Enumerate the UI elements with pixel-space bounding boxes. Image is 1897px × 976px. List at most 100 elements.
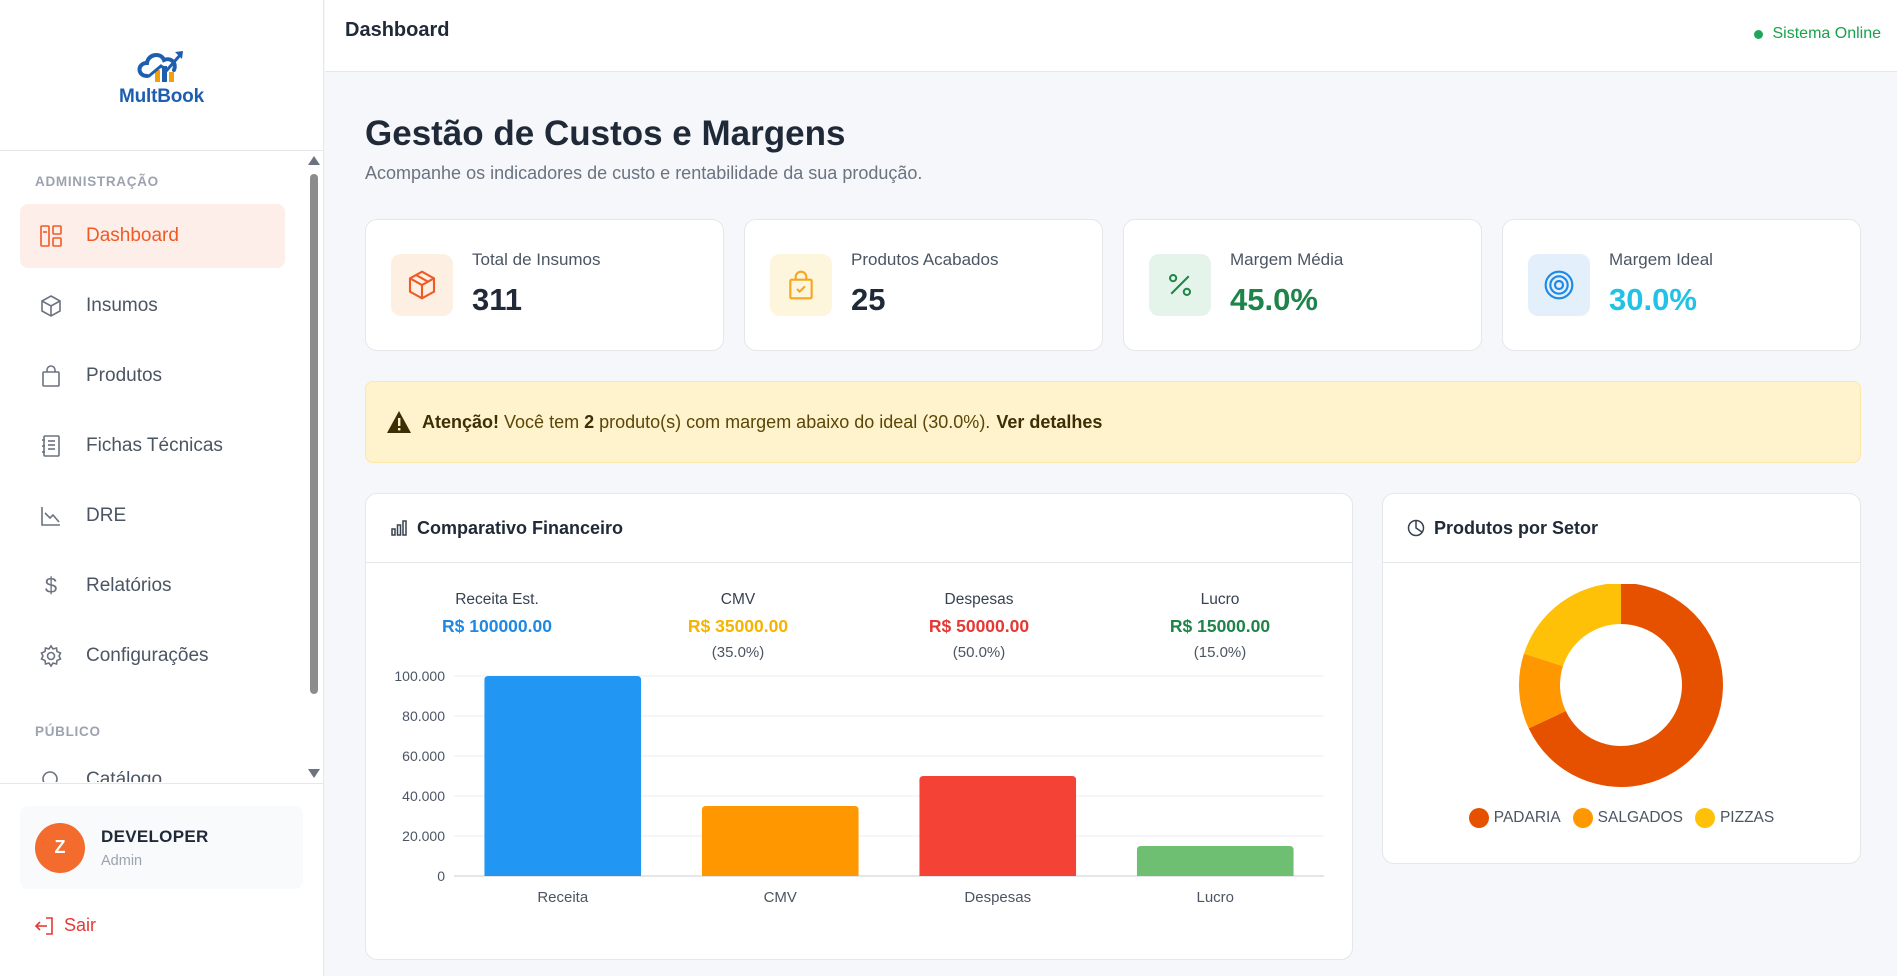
sidebar-item-catalogo[interactable]: Catálogo bbox=[20, 748, 285, 782]
summary-label: Lucro bbox=[1200, 591, 1240, 608]
logo-text: MultBook bbox=[119, 86, 204, 107]
dollar-icon: $ bbox=[44, 573, 58, 598]
bar-chart-icon bbox=[391, 520, 407, 536]
chart-line-icon bbox=[38, 503, 64, 529]
summary-label: Despesas bbox=[944, 591, 1014, 608]
margin-alert: Atenção! Você tem 2 produto(s) com marge… bbox=[365, 381, 1861, 463]
sector-panel-title: Produtos por Setor bbox=[1434, 517, 1599, 538]
pie-chart-icon bbox=[1407, 519, 1425, 537]
stat-label: Margem Média bbox=[1230, 250, 1344, 269]
summary-pct: (15.0%) bbox=[1193, 644, 1247, 661]
sidebar-item-label: Produtos bbox=[86, 365, 163, 386]
slice-pizzas[interactable] bbox=[1523, 584, 1621, 667]
x-tick-label: Receita bbox=[537, 889, 589, 906]
legend-item-pizzas[interactable]: PIZZAS bbox=[1694, 808, 1775, 828]
legend-swatch bbox=[1468, 808, 1489, 828]
section-label-admin: ADMINISTRAÇÃO bbox=[35, 174, 159, 189]
topbar-title: Dashboard bbox=[345, 19, 450, 41]
x-tick-label: Despesas bbox=[964, 889, 1031, 906]
bar-receita[interactable] bbox=[484, 676, 642, 876]
summary-label: Receita Est. bbox=[455, 591, 539, 608]
summary-label: CMV bbox=[720, 591, 756, 608]
stat-label: Margem Ideal bbox=[1609, 250, 1713, 269]
slice-salgados[interactable] bbox=[1519, 653, 1566, 729]
summary-cmv: CMV R$ 35000.00 (35.0%) bbox=[618, 591, 858, 661]
topbar: Dashboard Sistema Online bbox=[325, 0, 1897, 72]
sidebar-item-label: Configurações bbox=[86, 645, 209, 666]
summary-receita: Receita Est. R$ 100000.00 bbox=[377, 591, 617, 637]
box-icon bbox=[38, 293, 64, 319]
scroll-up-arrow-icon[interactable] bbox=[308, 156, 320, 165]
page-subtitle: Acompanhe os indicadores de custo e rent… bbox=[365, 163, 923, 183]
page-title: Gestão de Custos e Margens bbox=[365, 114, 846, 153]
alert-text-post: produto(s) com margem abaixo do ideal (3… bbox=[599, 411, 991, 432]
sidebar-item-label: Relatórios bbox=[86, 575, 172, 596]
logo[interactable]: MultBook bbox=[0, 0, 323, 151]
bar-despesas[interactable] bbox=[919, 776, 1077, 876]
y-tick-label: 60.000 bbox=[402, 748, 445, 764]
bag-icon bbox=[38, 363, 64, 389]
sidebar-item-dashboard[interactable]: Dashboard bbox=[20, 204, 285, 268]
warning-icon bbox=[387, 411, 411, 433]
status-dot-icon bbox=[1753, 29, 1763, 39]
stat-label: Total de Insumos bbox=[472, 250, 601, 269]
y-tick-label: 80.000 bbox=[402, 708, 445, 724]
bar-cmv[interactable] bbox=[701, 806, 859, 876]
y-tick-label: 100.000 bbox=[394, 668, 445, 684]
sidebar-item-insumos[interactable]: Insumos bbox=[20, 274, 285, 338]
sidebar-scrollbar[interactable] bbox=[307, 152, 321, 782]
sidebar-nav: ADMINISTRAÇÃO Dashboard Insumos Produtos… bbox=[0, 152, 324, 782]
alert-text-pre: Você tem bbox=[504, 411, 580, 432]
sidebar-footer: Z DEVELOPER Admin Sair bbox=[0, 783, 324, 976]
sidebar-item-configuracoes[interactable]: Configurações bbox=[20, 624, 285, 688]
summary-value: R$ 50000.00 bbox=[928, 616, 1030, 636]
avatar: Z bbox=[35, 822, 85, 873]
bar-lucro[interactable] bbox=[1136, 846, 1294, 876]
stat-card-insumos: Total de Insumos 311 bbox=[365, 219, 724, 351]
user-name: DEVELOPER bbox=[101, 826, 209, 846]
search-icon bbox=[38, 767, 64, 782]
gear-icon bbox=[38, 643, 64, 669]
sidebar-item-produtos[interactable]: Produtos bbox=[20, 344, 285, 408]
logout-icon bbox=[34, 916, 53, 935]
stat-value: 311 bbox=[472, 282, 523, 317]
main-content: Gestão de Custos e Margens Acompanhe os … bbox=[325, 73, 1897, 976]
financial-panel-title: Comparativo Financeiro bbox=[417, 517, 624, 538]
summary-pct: (50.0%) bbox=[952, 644, 1006, 661]
section-label-public: PÚBLICO bbox=[35, 724, 101, 739]
system-status: Sistema Online bbox=[1753, 25, 1881, 43]
box-icon bbox=[391, 254, 453, 316]
alert-strong: Atenção! bbox=[422, 411, 500, 432]
user-card[interactable]: Z DEVELOPER Admin bbox=[20, 806, 303, 889]
scroll-down-arrow-icon[interactable] bbox=[308, 769, 320, 778]
sidebar-item-fichas[interactable]: Fichas Técnicas bbox=[20, 414, 285, 478]
legend-item-padaria[interactable]: PADARIA bbox=[1468, 808, 1561, 828]
summary-lucro: Lucro R$ 15000.00 (15.0%) bbox=[1100, 591, 1340, 661]
scroll-thumb[interactable] bbox=[310, 174, 318, 694]
stat-value: 25 bbox=[851, 282, 886, 317]
slice-padaria[interactable] bbox=[1528, 584, 1723, 787]
alert-details-link[interactable]: Ver detalhes bbox=[996, 411, 1103, 432]
sector-donut-chart bbox=[1519, 584, 1723, 787]
legend-label: PIZZAS bbox=[1719, 809, 1775, 826]
sidebar-item-label: Dashboard bbox=[86, 225, 179, 246]
sidebar-item-dre[interactable]: DRE bbox=[20, 484, 285, 548]
stat-card-margem-ideal: Margem Ideal 30.0% bbox=[1502, 219, 1861, 351]
stat-label: Produtos Acabados bbox=[851, 250, 999, 269]
logout-button[interactable]: Sair bbox=[34, 915, 96, 936]
user-role: Admin bbox=[101, 852, 143, 869]
legend-swatch bbox=[1694, 808, 1715, 828]
stat-value: 45.0% bbox=[1230, 282, 1318, 317]
logo-icon bbox=[137, 51, 183, 82]
summary-value: R$ 35000.00 bbox=[687, 616, 789, 636]
sidebar-item-relatorios[interactable]: $ Relatórios bbox=[20, 554, 285, 618]
summary-pct: (35.0%) bbox=[711, 644, 765, 661]
dashboard-icon bbox=[38, 223, 64, 249]
target-icon bbox=[1528, 254, 1590, 316]
financial-bar-chart: 0 20.000 40.000 60.000 80.000 100.000 Receita C… bbox=[394, 668, 1324, 906]
stat-value: 30.0% bbox=[1609, 282, 1697, 317]
sector-legend: PADARIA SALGADOS PIZZAS bbox=[1383, 808, 1860, 828]
x-tick-label: Lucro bbox=[1196, 889, 1234, 906]
x-tick-label: CMV bbox=[764, 889, 797, 906]
legend-item-salgados[interactable]: SALGADOS bbox=[1572, 808, 1683, 828]
